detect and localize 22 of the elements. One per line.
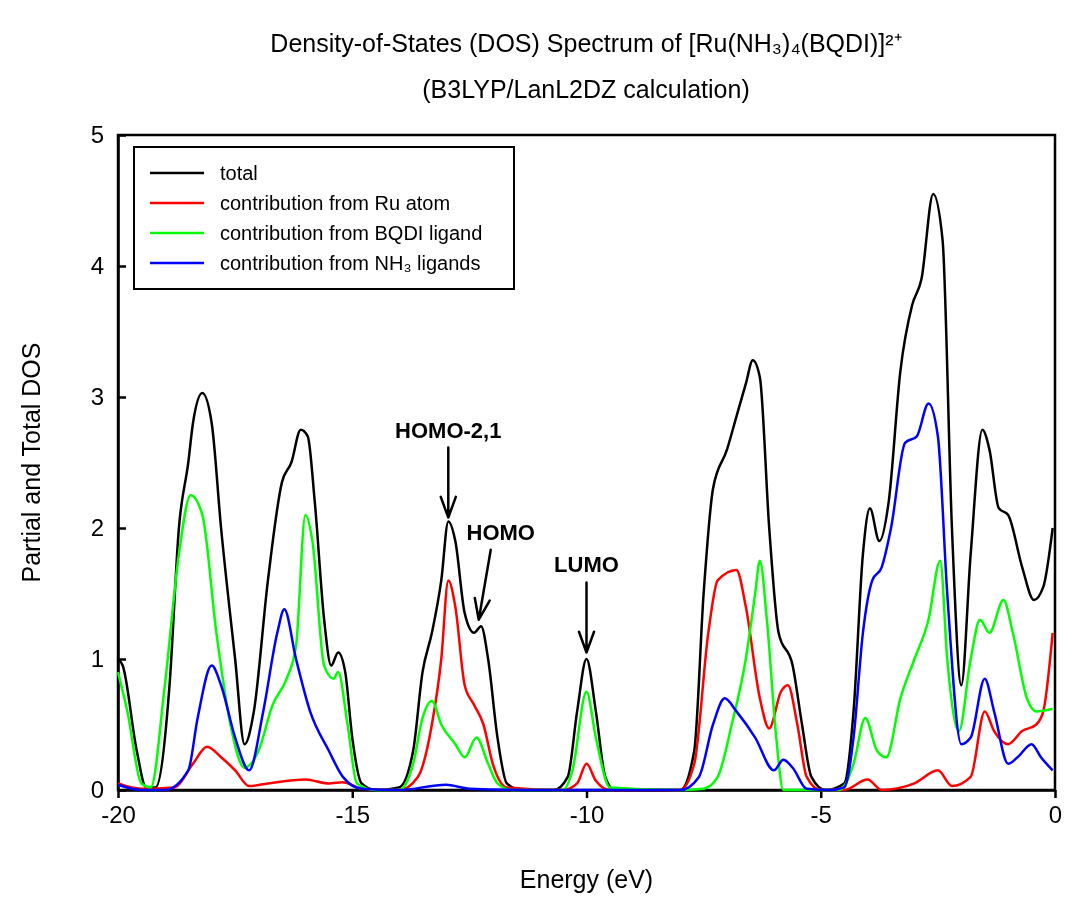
x-tick-label: -10 [569,801,605,829]
y-tick-label: 4 [90,252,104,280]
y-tick-label: 1 [90,645,104,673]
y-tick-label: 2 [90,514,104,542]
x-tick-label: -5 [810,801,832,829]
annotation: HOMO-2,1 [395,417,502,443]
legend-label: contribution from NH₃ ligands [220,252,481,274]
legend-label: contribution from Ru atom [220,192,451,214]
y-axis-title: Partial and Total DOS [17,342,45,583]
x-tick-label: 0 [1048,801,1063,829]
y-tick-label: 0 [90,776,104,804]
x-tick-label: -20 [101,801,136,829]
y-tick-label: 5 [90,121,104,149]
legend-label: total [220,162,258,184]
legend-label: contribution from BQDI ligand [220,222,483,244]
y-tick-label: 3 [90,383,104,411]
annotation: HOMO [466,519,535,545]
chart-title: Density-of-States (DOS) Spectrum of [Ru(NH₃)₄(BQDI)]²⁺ [270,29,902,57]
annotation: LUMO [554,552,619,578]
x-tick-label: -15 [335,801,371,829]
x-axis-title: Energy (eV) [519,865,654,893]
chart-subtitle: (B3LYP/LanL2DZ calculation) [422,75,750,103]
